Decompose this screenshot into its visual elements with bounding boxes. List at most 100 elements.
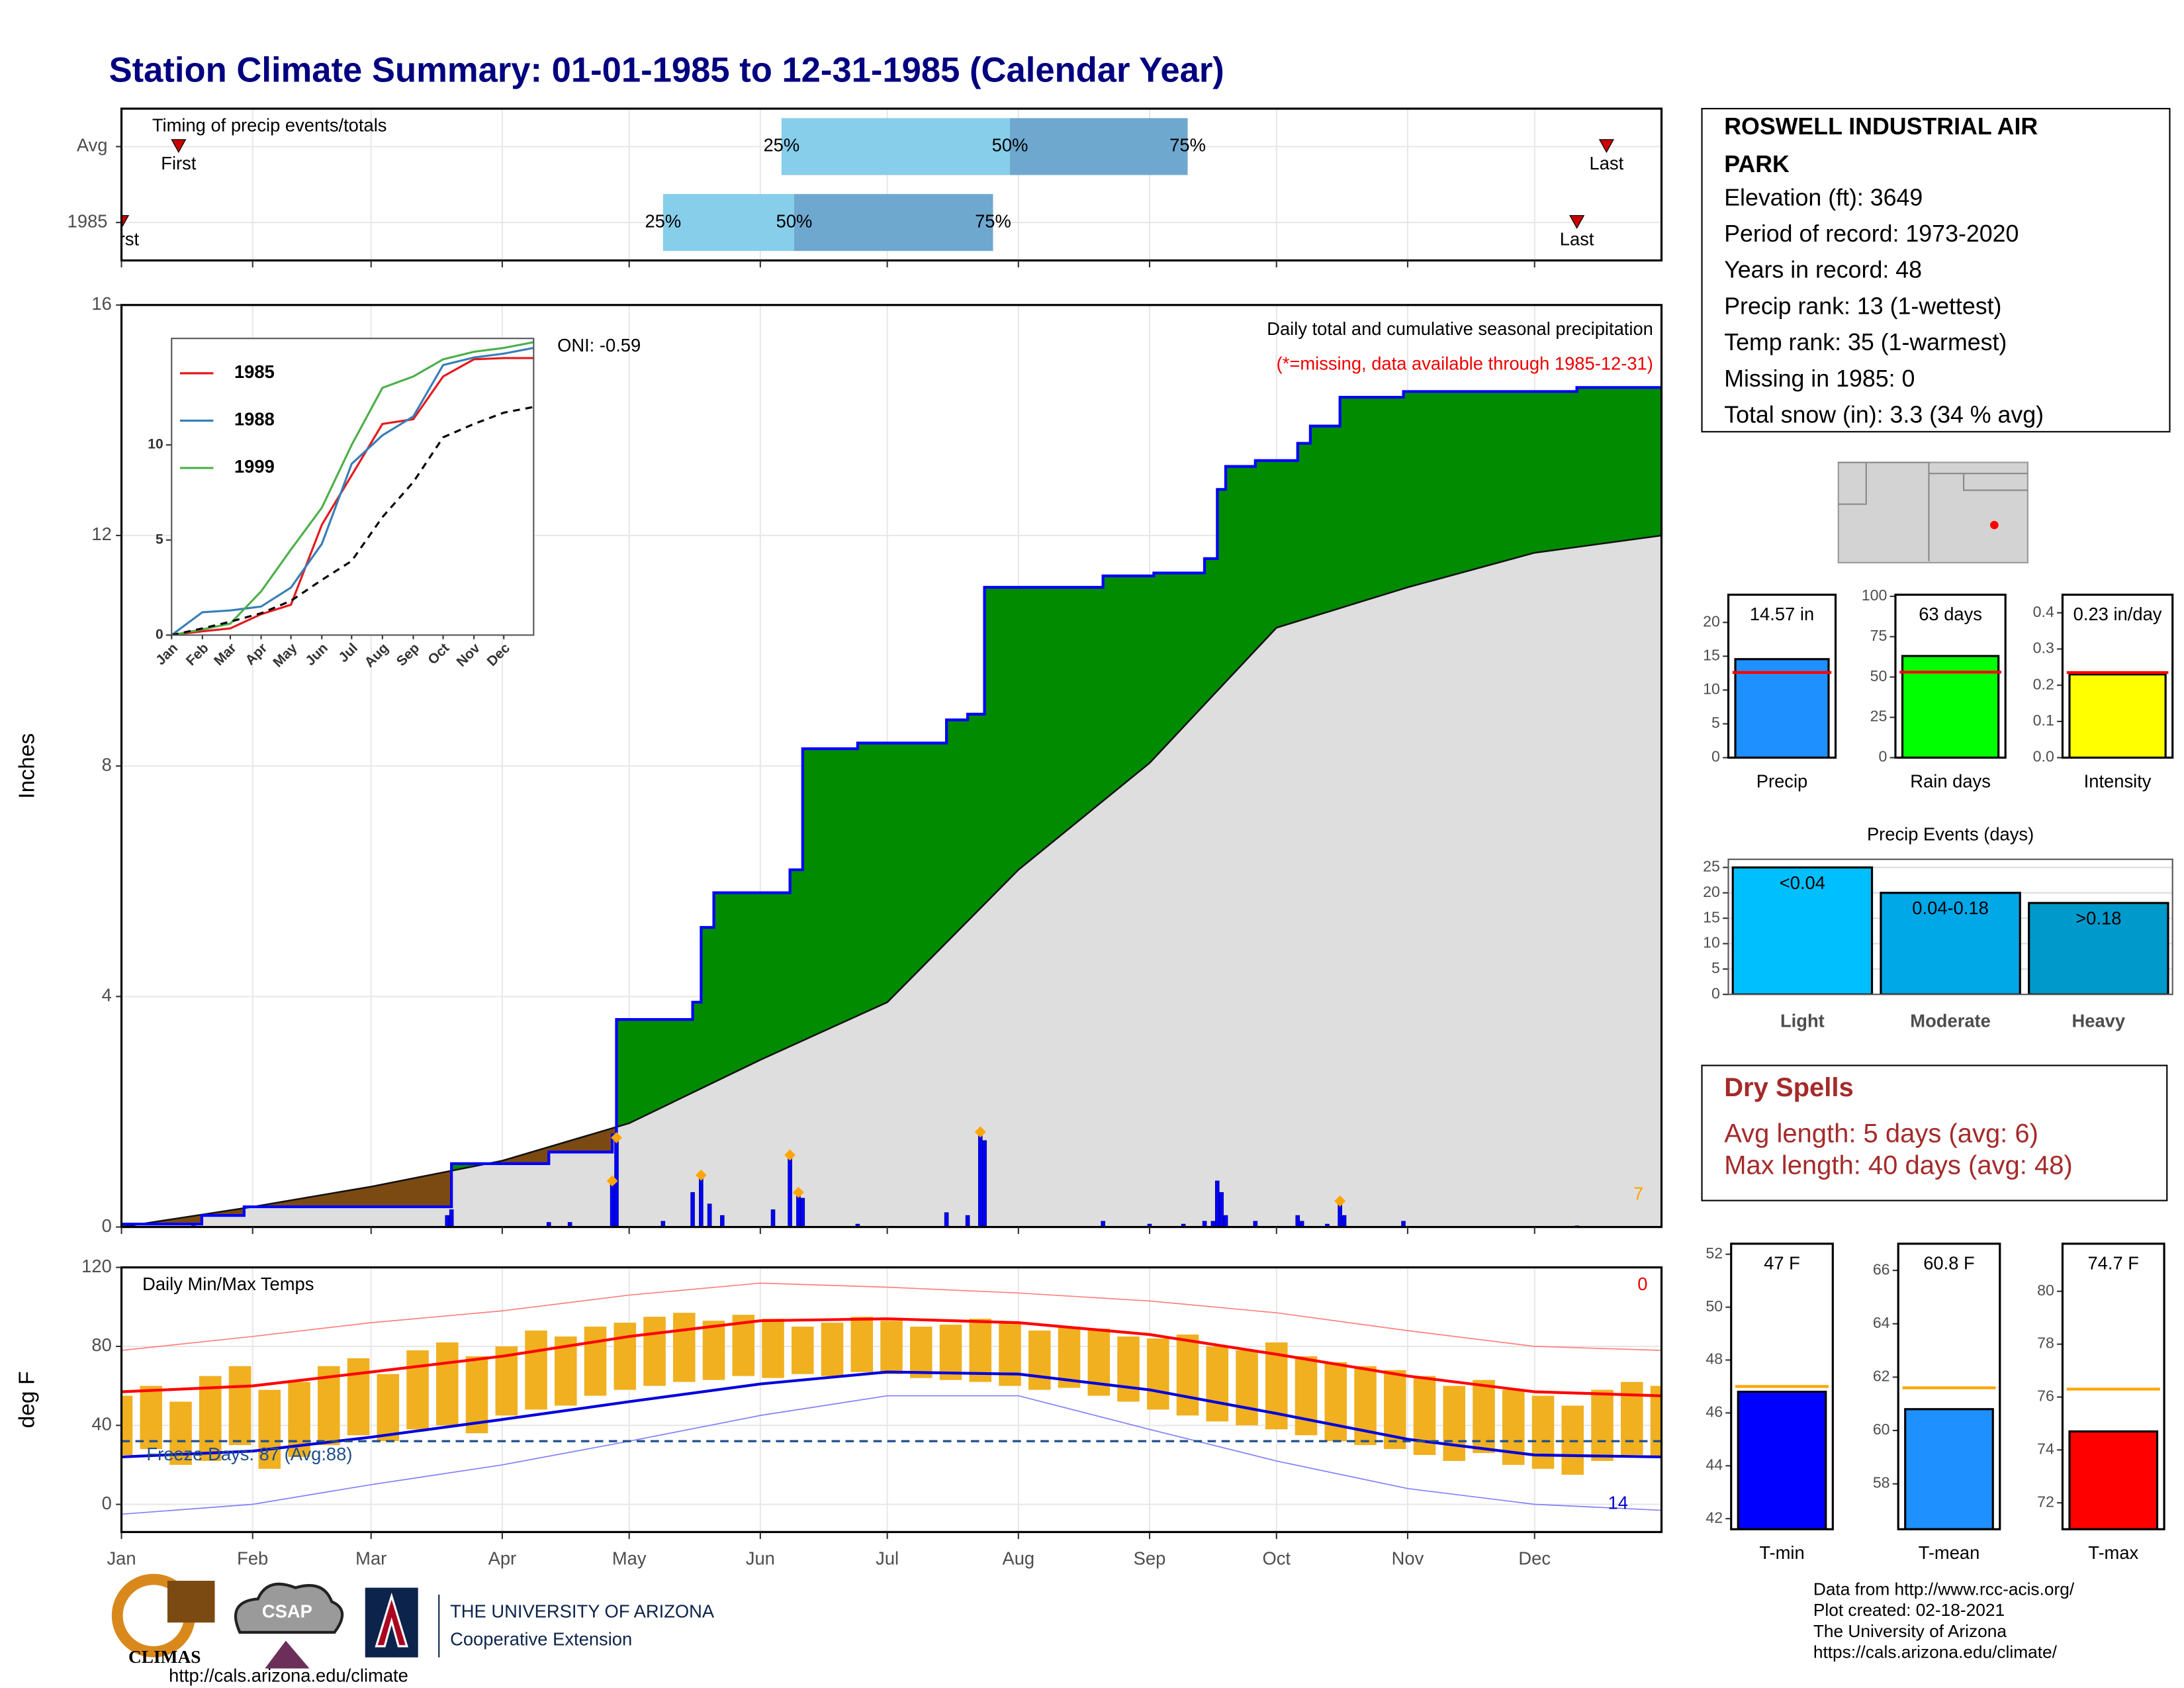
y-tick-label: 12 <box>91 524 111 544</box>
annotation: 14 <box>1608 1492 1628 1513</box>
plot-area <box>1732 658 1832 758</box>
plot-border <box>1727 859 2173 996</box>
y-tick-label: 78 <box>2037 1335 2054 1352</box>
y-tick-label: 60 <box>1873 1421 1890 1438</box>
plot-area <box>121 305 1662 1227</box>
y-tick-label: 10 <box>1703 934 1720 951</box>
y-tick-label: 20 <box>1703 612 1720 630</box>
series-line <box>171 357 534 635</box>
x-tick-label: Intensity <box>2084 771 2152 792</box>
y-tick-label: 0.4 <box>2033 603 2054 620</box>
y-tick-label: 16 <box>91 293 111 314</box>
location-map <box>1837 461 2028 564</box>
csap-url: http://cals.arizona.edu/climate <box>169 1665 408 1685</box>
daily-precip-bar <box>982 1140 987 1227</box>
daily-precip-bar <box>944 1212 949 1227</box>
csap-logo <box>234 1582 344 1634</box>
cumulative-line <box>121 386 1662 1226</box>
daily-temp-range <box>614 1323 637 1390</box>
plot-area: 25% 50% 75% First Last 25% 50% 75% First Last <box>104 109 1662 261</box>
x-tick-label: Heavy <box>2072 1011 2126 1031</box>
x-tick-label: Dec <box>1518 1548 1551 1569</box>
dry-spells-line: Max length: 40 days (avg: 48) <box>1724 1151 2073 1180</box>
y-tick-label: 50 <box>1706 1297 1723 1315</box>
value-label: 47 F <box>1764 1253 1800 1274</box>
temp-line <box>121 1370 1662 1459</box>
daily-temp-range <box>1058 1327 1081 1388</box>
plot-border <box>120 304 1663 1229</box>
station-name: ROSWELL INDUSTRIAL AIR <box>1724 113 2038 140</box>
y-tick-label: 74 <box>2037 1440 2054 1457</box>
value-label: >0.18 <box>2075 908 2121 929</box>
y-tick-label: 15 <box>1703 646 1720 663</box>
x-tick-label: Feb <box>237 1548 268 1569</box>
daily-precip-bar <box>707 1203 712 1227</box>
daily-temp-range <box>850 1317 874 1372</box>
x-tick-label: Mar <box>355 1548 387 1569</box>
x-tick-label: May <box>612 1548 647 1569</box>
station-line: Temp rank: 35 (1-warmest) <box>1724 329 2007 355</box>
daily-precip-bar <box>1147 1223 1152 1227</box>
y-tick-label: 0 <box>1711 984 1720 1002</box>
y-tick-label: 0.3 <box>2033 639 2054 657</box>
x-tick-label: Oct <box>1263 1548 1291 1569</box>
plot-area <box>171 341 534 635</box>
daily-precip-bar <box>1325 1223 1330 1227</box>
y-tick-label: 80 <box>2037 1282 2054 1299</box>
y-tick-label: 66 <box>1873 1260 1890 1278</box>
quartile-bar <box>794 194 993 252</box>
ua-name: THE UNIVERSITY OF ARIZONA <box>450 1601 715 1622</box>
daily-precip-bar <box>614 1140 619 1227</box>
timing-label: First <box>104 229 140 250</box>
station-line: Elevation (ft): 3649 <box>1724 184 1923 211</box>
y-tick-label: 0 <box>102 1493 112 1513</box>
y-tick-label: 5 <box>156 532 163 547</box>
daily-temp-range <box>1176 1335 1199 1416</box>
y-tick-label: 64 <box>1873 1314 1890 1331</box>
daily-temp-range <box>643 1317 666 1386</box>
y-tick-label: 40 <box>91 1413 111 1434</box>
bar <box>1880 892 2021 995</box>
page-title: Station Climate Summary: 01-01-1985 to 1… <box>109 50 1224 89</box>
record-marker <box>606 1175 618 1187</box>
daily-temp-range <box>318 1366 340 1446</box>
plot-area <box>121 1267 1662 1532</box>
map-borders <box>1838 461 2028 561</box>
daily-precip-bar <box>978 1134 983 1227</box>
daily-precip-bar <box>770 1209 776 1227</box>
value-label: 0.04-0.18 <box>1912 898 1989 918</box>
panel-title: Daily Min/Max Temps <box>142 1274 314 1294</box>
daily-precip-bar <box>1181 1223 1186 1227</box>
y-tick-label: 52 <box>1706 1244 1723 1262</box>
daily-temp-range <box>909 1327 933 1378</box>
annotation: 0 <box>1637 1274 1647 1294</box>
value-label: 14.57 in <box>1750 604 1814 624</box>
y-tick-label: 4 <box>102 985 112 1006</box>
plot-border <box>1897 1243 2001 1530</box>
legend-label: 1999 <box>234 456 275 477</box>
timing-marker <box>121 214 130 229</box>
y-tick-label: 72 <box>2037 1493 2054 1510</box>
station-box <box>1701 108 2171 433</box>
x-tick-label: Precip <box>1756 771 1808 792</box>
y-tick-label: 46 <box>1706 1403 1723 1421</box>
daily-precip-bar <box>445 1215 450 1227</box>
bar <box>2068 673 2167 758</box>
daily-temp-range <box>1146 1338 1169 1410</box>
x-tick-label: Jun <box>746 1548 775 1569</box>
timing-label: First <box>161 153 197 173</box>
quartile-bar <box>781 118 1011 175</box>
y-tick-label: 25 <box>1703 858 1720 875</box>
quartile-label: 75% <box>1169 135 1206 156</box>
daily-temp-range <box>377 1374 400 1442</box>
daily-temp-range <box>436 1342 459 1426</box>
record-marker <box>974 1126 986 1138</box>
daily-temp-range <box>140 1385 163 1450</box>
chart-title: Precip Events (days) <box>1867 824 2034 845</box>
daily-temp-range <box>1028 1331 1051 1390</box>
legend-label: 1988 <box>234 409 275 430</box>
daily-temp-range <box>1443 1385 1466 1461</box>
y-tick-label: 0.2 <box>2033 675 2054 692</box>
plot-border <box>1894 593 2007 759</box>
